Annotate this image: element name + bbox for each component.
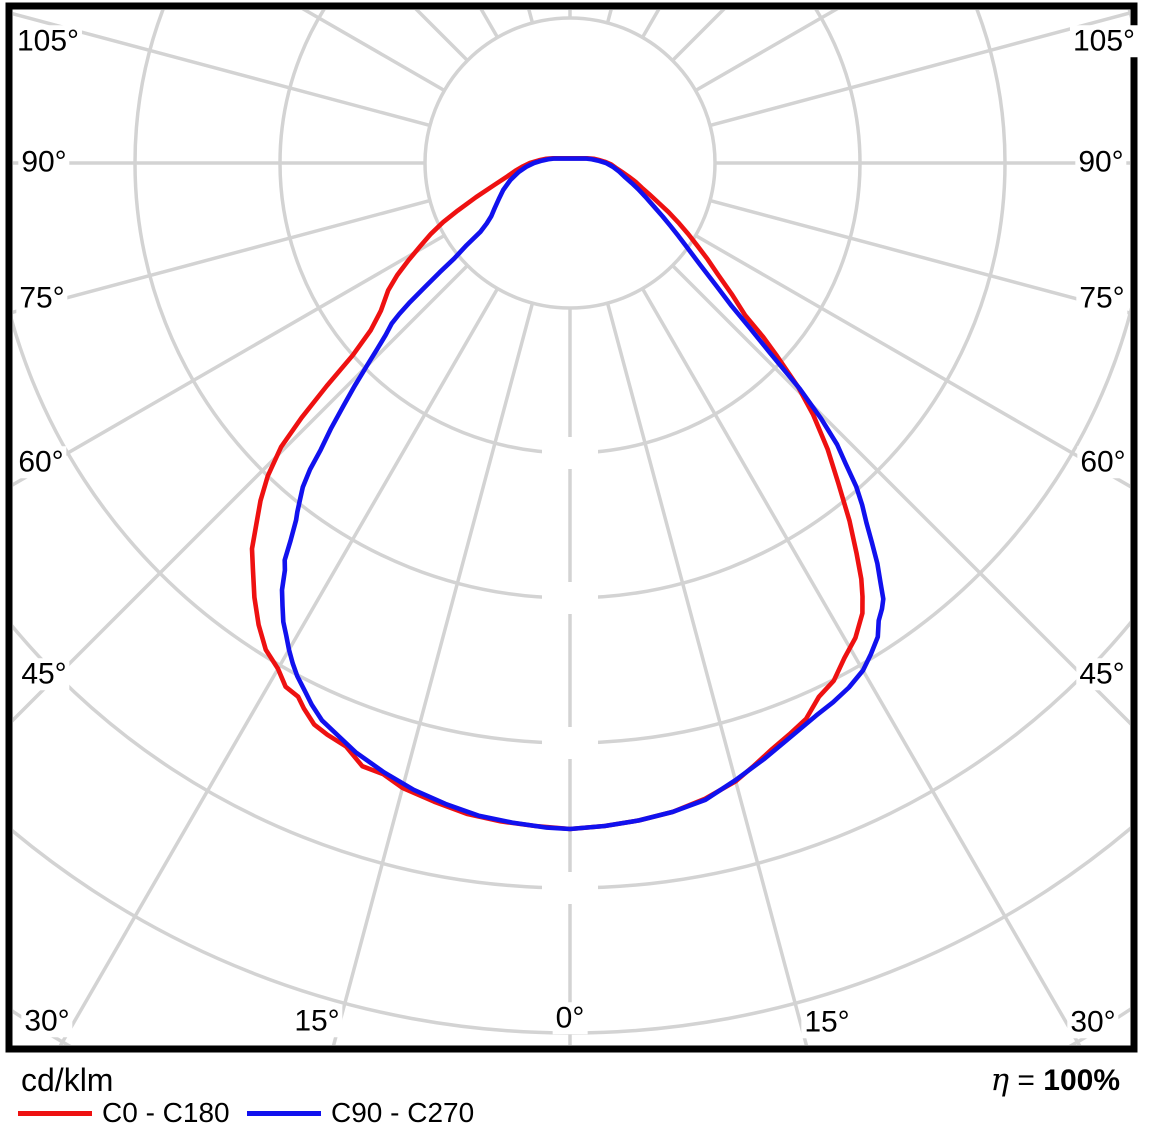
ring-value-box-2 bbox=[542, 582, 598, 614]
grid-spoke-45 bbox=[671, 264, 1130, 726]
intensity-curves bbox=[249, 156, 886, 832]
angle-label-bottom-30: 30° bbox=[1067, 1006, 1119, 1038]
angle-label-left-90: 90° bbox=[18, 146, 70, 178]
grid-spoke-15 bbox=[605, 302, 809, 1045]
legend-swatch-c90-c270 bbox=[247, 1110, 321, 1116]
legend-swatch-c0-c180 bbox=[18, 1110, 92, 1116]
angle-label-left-45: 45° bbox=[18, 658, 70, 690]
angle-label-right-45: 45° bbox=[1076, 658, 1128, 690]
grid-spoke-255 bbox=[13, 11, 431, 128]
angle-label-right-105: 105° bbox=[1069, 25, 1139, 57]
grid-spoke-75 bbox=[709, 198, 1130, 315]
grid-spoke-30 bbox=[640, 287, 1082, 1045]
grid-ring-1 bbox=[423, 16, 717, 310]
angle-label-right-60: 60° bbox=[1077, 446, 1129, 478]
angle-label-bottom-0: 0° bbox=[552, 1002, 588, 1034]
eta-value: 100% bbox=[1043, 1064, 1120, 1097]
grid-spoke-105 bbox=[709, 11, 1130, 128]
angle-label-bottom-30: 30° bbox=[21, 1005, 73, 1037]
angle-label-right-75: 75° bbox=[1076, 282, 1128, 314]
legend-label-c90-c270: C90 - C270 bbox=[331, 1097, 475, 1128]
grid-spoke-330 bbox=[58, 287, 500, 1045]
eta-symbol: η bbox=[990, 1062, 1010, 1098]
legend-item-c0-c180: C0 - C180 bbox=[18, 1097, 230, 1128]
plot-border bbox=[5, 2, 1138, 1053]
curve-c90-c270 bbox=[279, 156, 886, 832]
angle-label-right-90: 90° bbox=[1075, 146, 1127, 178]
grid-spoke-60 bbox=[694, 233, 1130, 489]
efficiency-label: η = 100% bbox=[990, 1062, 1120, 1098]
ring-value-box-1 bbox=[542, 437, 598, 469]
grid-spoke-315 bbox=[13, 264, 469, 723]
grid-spoke-300 bbox=[13, 233, 446, 487]
legend-item-c90-c270: C90 - C270 bbox=[247, 1097, 475, 1128]
eta-operator: = bbox=[1017, 1064, 1035, 1097]
angle-label-left-75: 75° bbox=[16, 282, 68, 314]
angle-label-bottom-15: 15° bbox=[291, 1005, 343, 1037]
legend-label-c0-c180: C0 - C180 bbox=[102, 1097, 230, 1128]
angle-label-bottom-15: 15° bbox=[801, 1006, 853, 1038]
angle-label-left-105: 105° bbox=[13, 25, 83, 57]
angle-label-left-60: 60° bbox=[15, 446, 67, 478]
grid-spoke-345 bbox=[331, 302, 535, 1045]
grid-spoke-285 bbox=[13, 198, 431, 315]
ring-value-box-3 bbox=[542, 727, 598, 759]
radial-unit-label: cd/klm bbox=[21, 1062, 114, 1098]
grid-ring-4 bbox=[13, 10, 1130, 745]
legend: C0 - C180 C90 - C270 bbox=[0, 1097, 1164, 1128]
ring-value-box-4 bbox=[542, 872, 598, 904]
